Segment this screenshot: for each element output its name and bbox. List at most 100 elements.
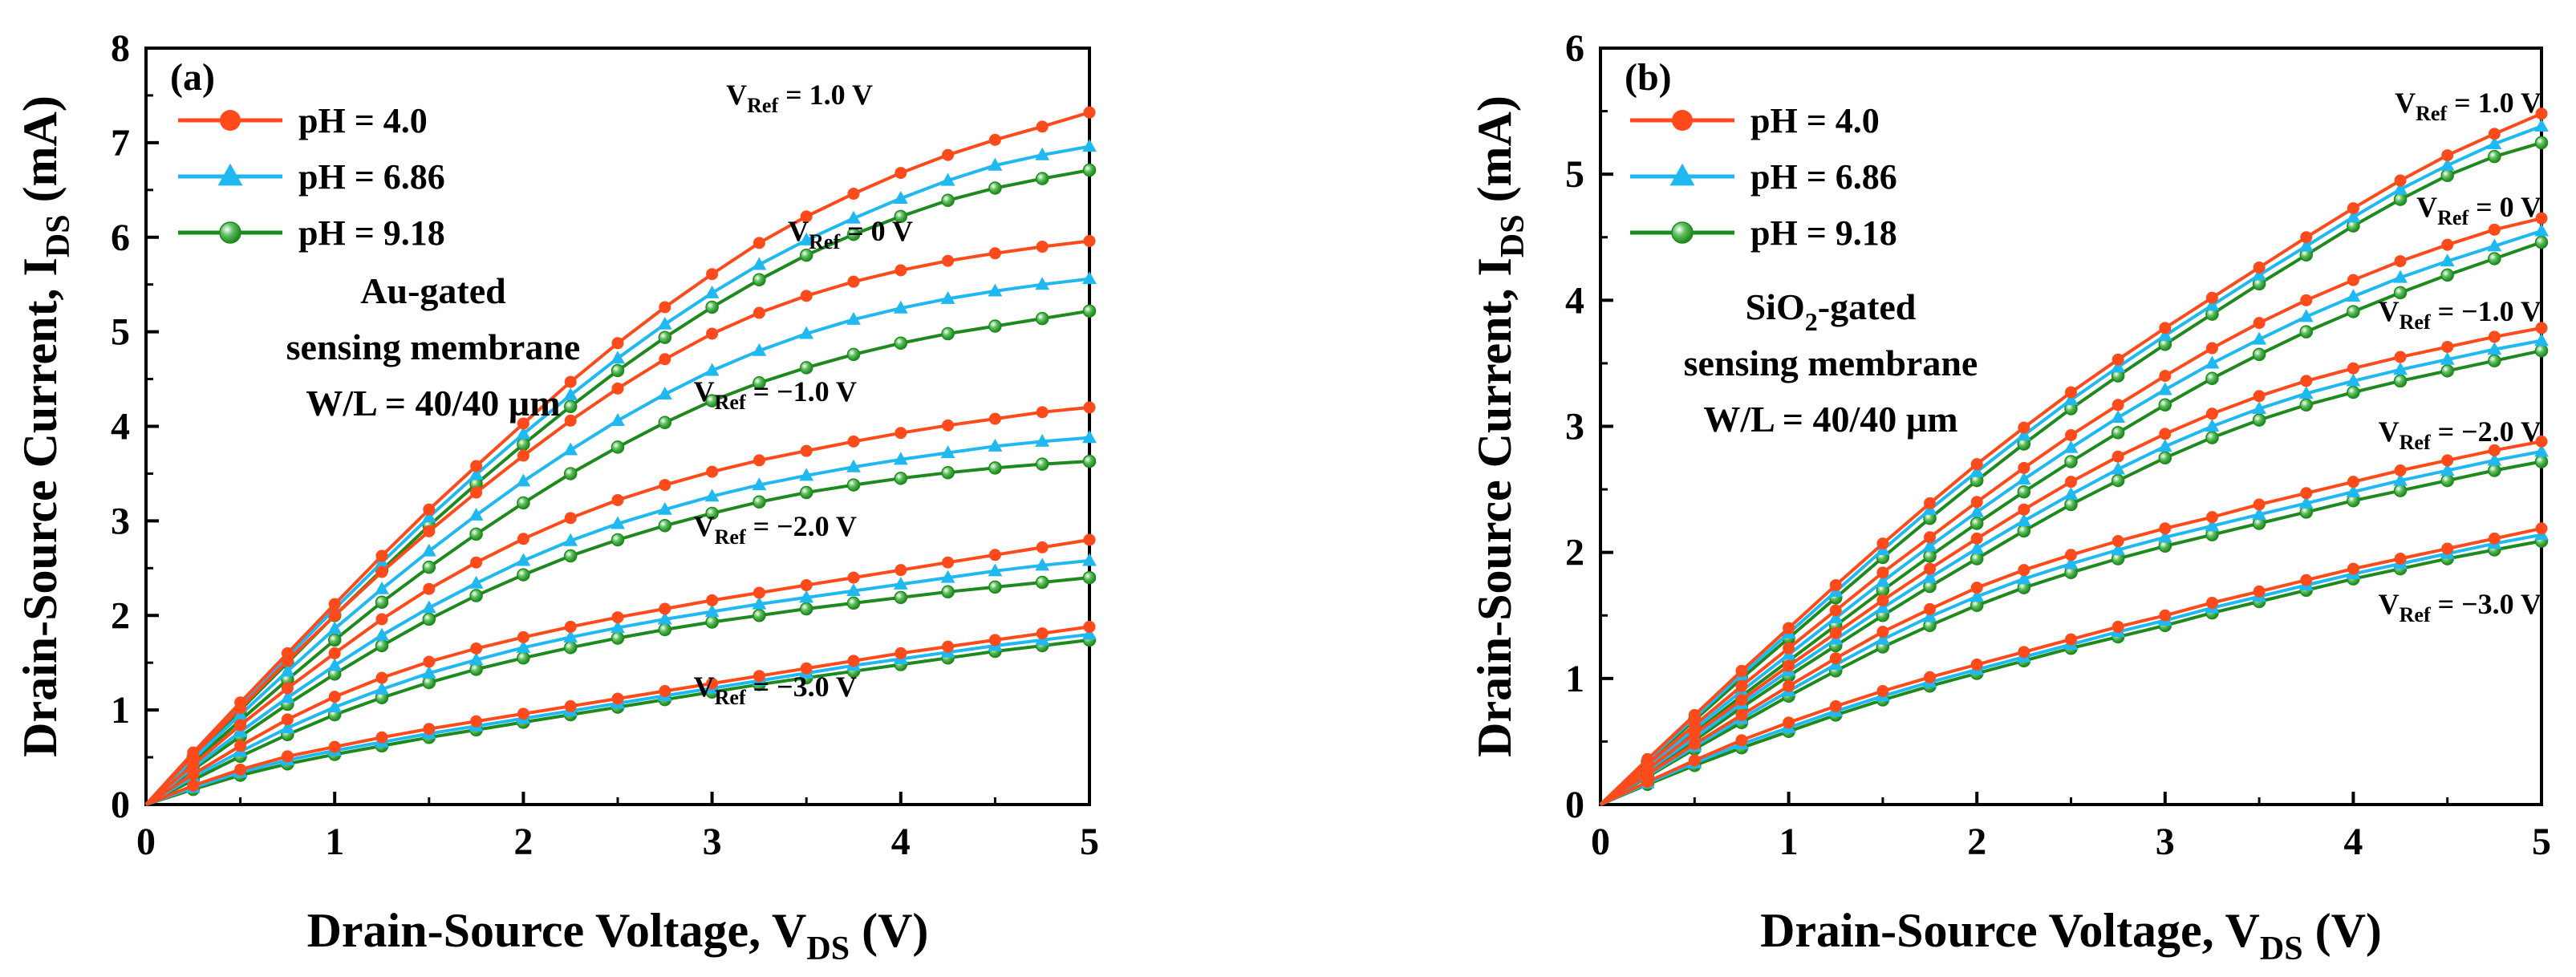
data-point	[753, 454, 765, 467]
data-point	[1828, 610, 1844, 623]
data-point	[657, 316, 672, 330]
data-point	[988, 157, 1003, 171]
data-point	[1829, 626, 1842, 639]
x-tick-label: 0	[136, 821, 156, 863]
data-point	[2535, 212, 2548, 225]
data-point	[2347, 476, 2359, 488]
data-point	[2299, 398, 2313, 412]
data-point	[799, 468, 814, 481]
data-point	[2064, 455, 2078, 468]
data-point	[1922, 538, 1937, 552]
data-point	[2063, 392, 2079, 406]
data-point	[2534, 333, 2549, 347]
data-point	[2534, 444, 2549, 457]
data-point	[657, 387, 672, 399]
data-point	[2393, 286, 2408, 300]
data-point	[2394, 255, 2407, 268]
data-point	[1082, 139, 1097, 152]
data-point	[799, 248, 813, 262]
data-point	[2441, 238, 2454, 251]
data-point	[563, 399, 578, 413]
data-point	[2440, 473, 2454, 488]
data-point	[988, 438, 1003, 452]
y-axis-label: Drain-Source Current, IDS (mA)	[14, 95, 77, 757]
data-point	[657, 611, 672, 625]
y-tick-label: 4	[111, 406, 130, 448]
data-point	[1924, 562, 1937, 575]
data-point	[2535, 435, 2548, 448]
data-point	[659, 602, 671, 615]
data-point	[1082, 163, 1097, 177]
data-point	[281, 713, 294, 726]
data-point	[564, 414, 577, 427]
data-point	[846, 227, 861, 241]
data-point	[2441, 454, 2454, 467]
data-point	[327, 633, 342, 647]
data-point	[799, 602, 813, 616]
data-point	[2346, 373, 2361, 387]
data-point	[234, 702, 247, 715]
data-point	[516, 553, 531, 566]
data-point	[2252, 267, 2267, 281]
data-point	[2299, 325, 2313, 339]
data-point	[2016, 428, 2031, 441]
vref-label: VRef = −1.0 V	[694, 375, 857, 414]
data-point	[2487, 136, 2502, 150]
data-point	[2205, 371, 2219, 386]
data-point	[327, 658, 343, 671]
data-point	[2534, 223, 2549, 237]
data-point	[2393, 193, 2408, 206]
data-point	[1083, 234, 1096, 247]
data-point	[988, 181, 1002, 195]
data-point	[375, 581, 389, 594]
data-point	[2111, 410, 2126, 424]
y-tick-label: 7	[111, 122, 130, 164]
vref-group	[1599, 107, 2549, 806]
data-point	[1082, 454, 1097, 468]
x-axis-label-unit: (V)	[850, 904, 928, 957]
data-point	[611, 533, 625, 547]
vref-group	[144, 401, 1097, 806]
data-point	[2016, 513, 2031, 526]
data-point	[469, 467, 484, 480]
data-point	[375, 566, 388, 578]
x-tick-label: 1	[1779, 821, 1799, 863]
data-point	[894, 209, 908, 224]
data-point	[327, 699, 343, 713]
data-point	[234, 763, 247, 776]
vref-label-value: = 0 V	[840, 215, 913, 247]
data-point	[799, 361, 813, 375]
vref-label-main: V	[2379, 588, 2400, 620]
y-tick-label: 5	[1565, 153, 1584, 196]
data-point	[2111, 473, 2125, 488]
data-point	[1688, 738, 1701, 751]
data-point	[1082, 553, 1097, 566]
data-point	[563, 629, 578, 643]
y-axis-label-main: Drain-Source Current, I	[1468, 257, 1521, 757]
y-tick-label: 5	[111, 311, 130, 354]
data-point	[847, 571, 860, 584]
data-point	[423, 582, 436, 595]
data-point	[2393, 484, 2408, 497]
legend-marker	[217, 163, 243, 186]
data-point	[2440, 168, 2454, 182]
data-point	[1922, 570, 1937, 583]
data-point	[2487, 452, 2502, 466]
data-point	[375, 671, 388, 684]
data-point	[847, 655, 860, 667]
data-point	[1082, 570, 1097, 585]
data-point	[2440, 364, 2454, 378]
data-point	[753, 376, 766, 390]
data-point	[2205, 407, 2218, 420]
data-point	[2347, 202, 2359, 215]
data-point	[2157, 529, 2172, 543]
y-axis-label-main: Drain-Source Current, I	[14, 257, 67, 757]
data-point	[704, 363, 720, 376]
data-point	[2441, 149, 2454, 162]
annotation-line: Au-gated	[360, 270, 506, 311]
data-point	[895, 167, 907, 180]
data-point	[2205, 518, 2220, 532]
data-point	[2298, 238, 2314, 252]
data-point	[469, 652, 484, 666]
